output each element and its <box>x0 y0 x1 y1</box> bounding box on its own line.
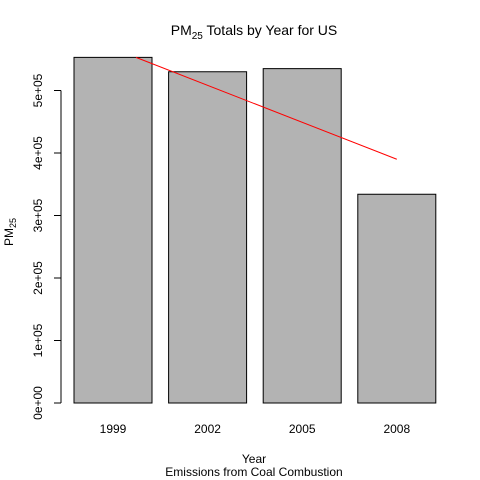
chart-title-rest: Totals by Year for US <box>203 22 337 38</box>
y-tick-label: 4e+05 <box>31 136 45 170</box>
bar-2008 <box>357 193 437 404</box>
x-tick-labels: 1999 2002 2005 2008 <box>100 422 411 436</box>
chart-title-subscript: 25 <box>192 31 204 42</box>
trend-line-group <box>135 56 397 160</box>
y-axis-title: PM25 <box>2 218 18 246</box>
bar-2002 <box>168 71 248 404</box>
y-axis-title-main: PM <box>2 228 16 246</box>
y-axis-title-subscript: 25 <box>8 218 18 228</box>
x-axis-title: Year <box>242 452 266 466</box>
bar-1999 <box>73 56 153 404</box>
x-tick-label: 2002 <box>194 422 221 436</box>
y-tick-label: 2e+05 <box>31 261 45 295</box>
bar-2005 <box>262 68 342 404</box>
y-tick-label: 0e+00 <box>31 386 45 420</box>
y-tick-label: 5e+05 <box>31 73 45 107</box>
trend-line <box>135 56 397 160</box>
chart-subtitle: Emissions from Coal Combustion <box>165 465 342 479</box>
bars-group <box>73 56 437 404</box>
y-tick-label: 3e+05 <box>31 198 45 232</box>
chart-title-main: PM <box>171 22 192 38</box>
x-tick-label: 2008 <box>383 422 410 436</box>
x-tick-label: 2005 <box>289 422 316 436</box>
y-tick-label: 1e+05 <box>31 323 45 357</box>
chart-title: PM25 Totals by Year for US <box>171 22 338 42</box>
x-tick-label: 1999 <box>100 422 127 436</box>
y-axis: 0e+00 1e+05 2e+05 3e+05 4e+05 5e+05 <box>31 73 62 420</box>
